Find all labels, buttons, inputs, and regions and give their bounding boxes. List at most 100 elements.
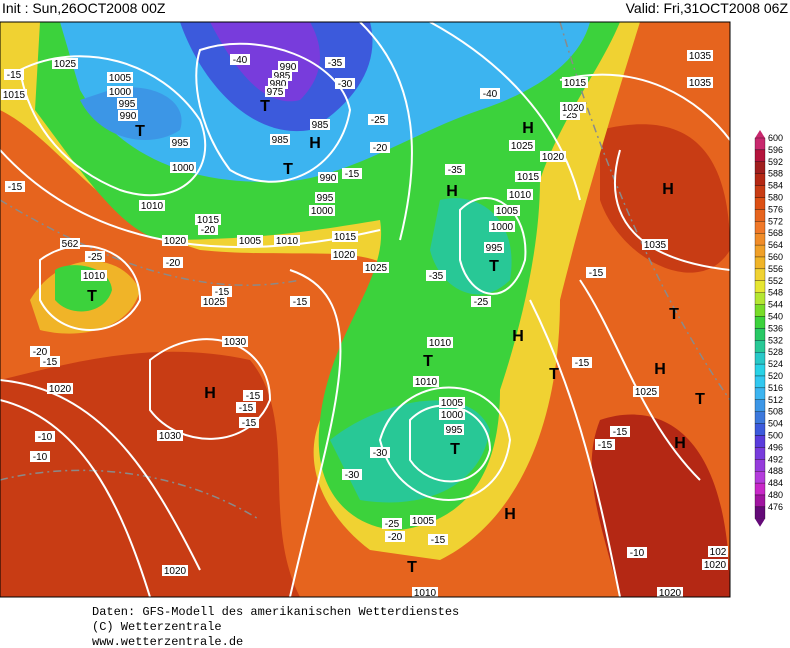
isoline-label: 1020 xyxy=(333,250,356,261)
legend-label: 556 xyxy=(768,264,783,274)
label-box xyxy=(562,77,588,88)
legend-label: 580 xyxy=(768,193,783,203)
isobar xyxy=(459,197,527,295)
legend-label: 500 xyxy=(768,431,783,441)
isoline-label: 1005 xyxy=(496,206,519,217)
label-box xyxy=(335,78,355,89)
isoline-label: 985 xyxy=(272,135,289,146)
label-box xyxy=(484,242,504,253)
isoline-label: -25 xyxy=(371,115,386,126)
isoline-label: -15 xyxy=(613,427,628,438)
isobar xyxy=(18,55,207,197)
isoline-label: 990 xyxy=(120,111,137,122)
legend-swatch xyxy=(754,482,766,496)
label-box xyxy=(382,518,402,529)
label-box xyxy=(342,168,362,179)
legend-label: 576 xyxy=(768,204,783,214)
legend-label: 536 xyxy=(768,323,783,333)
pressure-center: H xyxy=(204,385,216,402)
isoline-label: 1035 xyxy=(689,78,712,89)
label-box xyxy=(426,270,446,281)
legend-label: 520 xyxy=(768,371,783,381)
label-box xyxy=(139,200,165,211)
label-box xyxy=(657,587,683,597)
footer-line: Daten: GFS-Modell des amerikanischen Wet… xyxy=(92,605,459,619)
isoline-label: -40 xyxy=(483,89,498,100)
label-box xyxy=(201,296,227,307)
isoline-label: -35 xyxy=(328,58,343,69)
label-box xyxy=(428,534,448,545)
label-box xyxy=(494,205,520,216)
label-box xyxy=(118,110,138,121)
label-box xyxy=(85,251,105,262)
isoline-label: -30 xyxy=(373,448,388,459)
label-box xyxy=(315,192,335,203)
isoline-label: 1015 xyxy=(3,90,26,101)
isoline-label: -15 xyxy=(598,440,613,451)
legend-label: 488 xyxy=(768,466,783,476)
pressure-center: H xyxy=(504,506,516,523)
label-box xyxy=(480,88,500,99)
isoline-label: 1010 xyxy=(276,236,299,247)
isoline-label: 1005 xyxy=(239,236,262,247)
label-box xyxy=(595,439,615,450)
legend-swatch xyxy=(754,292,766,305)
legend-label: 540 xyxy=(768,312,783,322)
isoline-label: 1010 xyxy=(509,190,532,201)
valid-time: Valid: Fri,31OCT2008 06Z xyxy=(626,0,789,16)
label-box xyxy=(507,189,533,200)
isoline-label: 562 xyxy=(62,239,79,250)
isoline-label: -30 xyxy=(345,470,360,481)
label-box xyxy=(410,515,436,526)
label-box xyxy=(572,357,592,368)
legend-label: 600 xyxy=(768,133,783,143)
label-box xyxy=(610,426,630,437)
isobar xyxy=(195,42,352,183)
legend-swatch xyxy=(754,268,766,281)
legend-label: 548 xyxy=(768,288,783,298)
label-box xyxy=(195,214,221,225)
isoline-label: 990 xyxy=(320,173,337,184)
pressure-center: T xyxy=(283,161,293,178)
legend-label: 492 xyxy=(768,454,783,464)
isoline-label: 1005 xyxy=(441,398,464,409)
pressure-center: H xyxy=(446,183,458,200)
isoline-label: -15 xyxy=(215,287,230,298)
legend-label: 512 xyxy=(768,395,783,405)
isoline-label: -20 xyxy=(166,258,181,269)
isoline-label: 1020 xyxy=(542,152,565,163)
isoline-label: -15 xyxy=(239,403,254,414)
label-box xyxy=(331,249,357,260)
legend-swatch xyxy=(754,149,766,162)
legend-label: 592 xyxy=(768,157,783,167)
label-box xyxy=(272,70,292,81)
legend-label: 484 xyxy=(768,478,783,488)
label-box xyxy=(47,383,73,394)
isoline-label: 1010 xyxy=(429,338,452,349)
label-box xyxy=(309,205,335,216)
label-box xyxy=(1,89,27,100)
label-box xyxy=(265,86,285,97)
isoline-label: 1020 xyxy=(659,588,682,599)
label-box xyxy=(586,267,606,278)
isoline-label: 975 xyxy=(267,87,284,98)
isoline-label: 995 xyxy=(317,193,334,204)
isoline-label: 1025 xyxy=(511,141,534,152)
legend-label: 480 xyxy=(768,490,783,500)
label-box xyxy=(40,356,60,367)
label-box xyxy=(30,346,50,357)
legend-cap xyxy=(755,130,765,138)
isoline-label: 1010 xyxy=(141,201,164,212)
isoline-label: 1035 xyxy=(644,240,667,251)
label-box xyxy=(363,262,389,273)
isoline-label: -15 xyxy=(575,358,590,369)
label-box xyxy=(239,417,259,428)
isoline-label: -10 xyxy=(33,452,48,463)
legend-swatch xyxy=(754,161,766,174)
label-box xyxy=(687,77,713,88)
isoline-label: 1025 xyxy=(54,59,77,70)
init-time: Init : Sun,26OCT2008 00Z xyxy=(2,0,166,16)
label-box xyxy=(445,164,465,175)
